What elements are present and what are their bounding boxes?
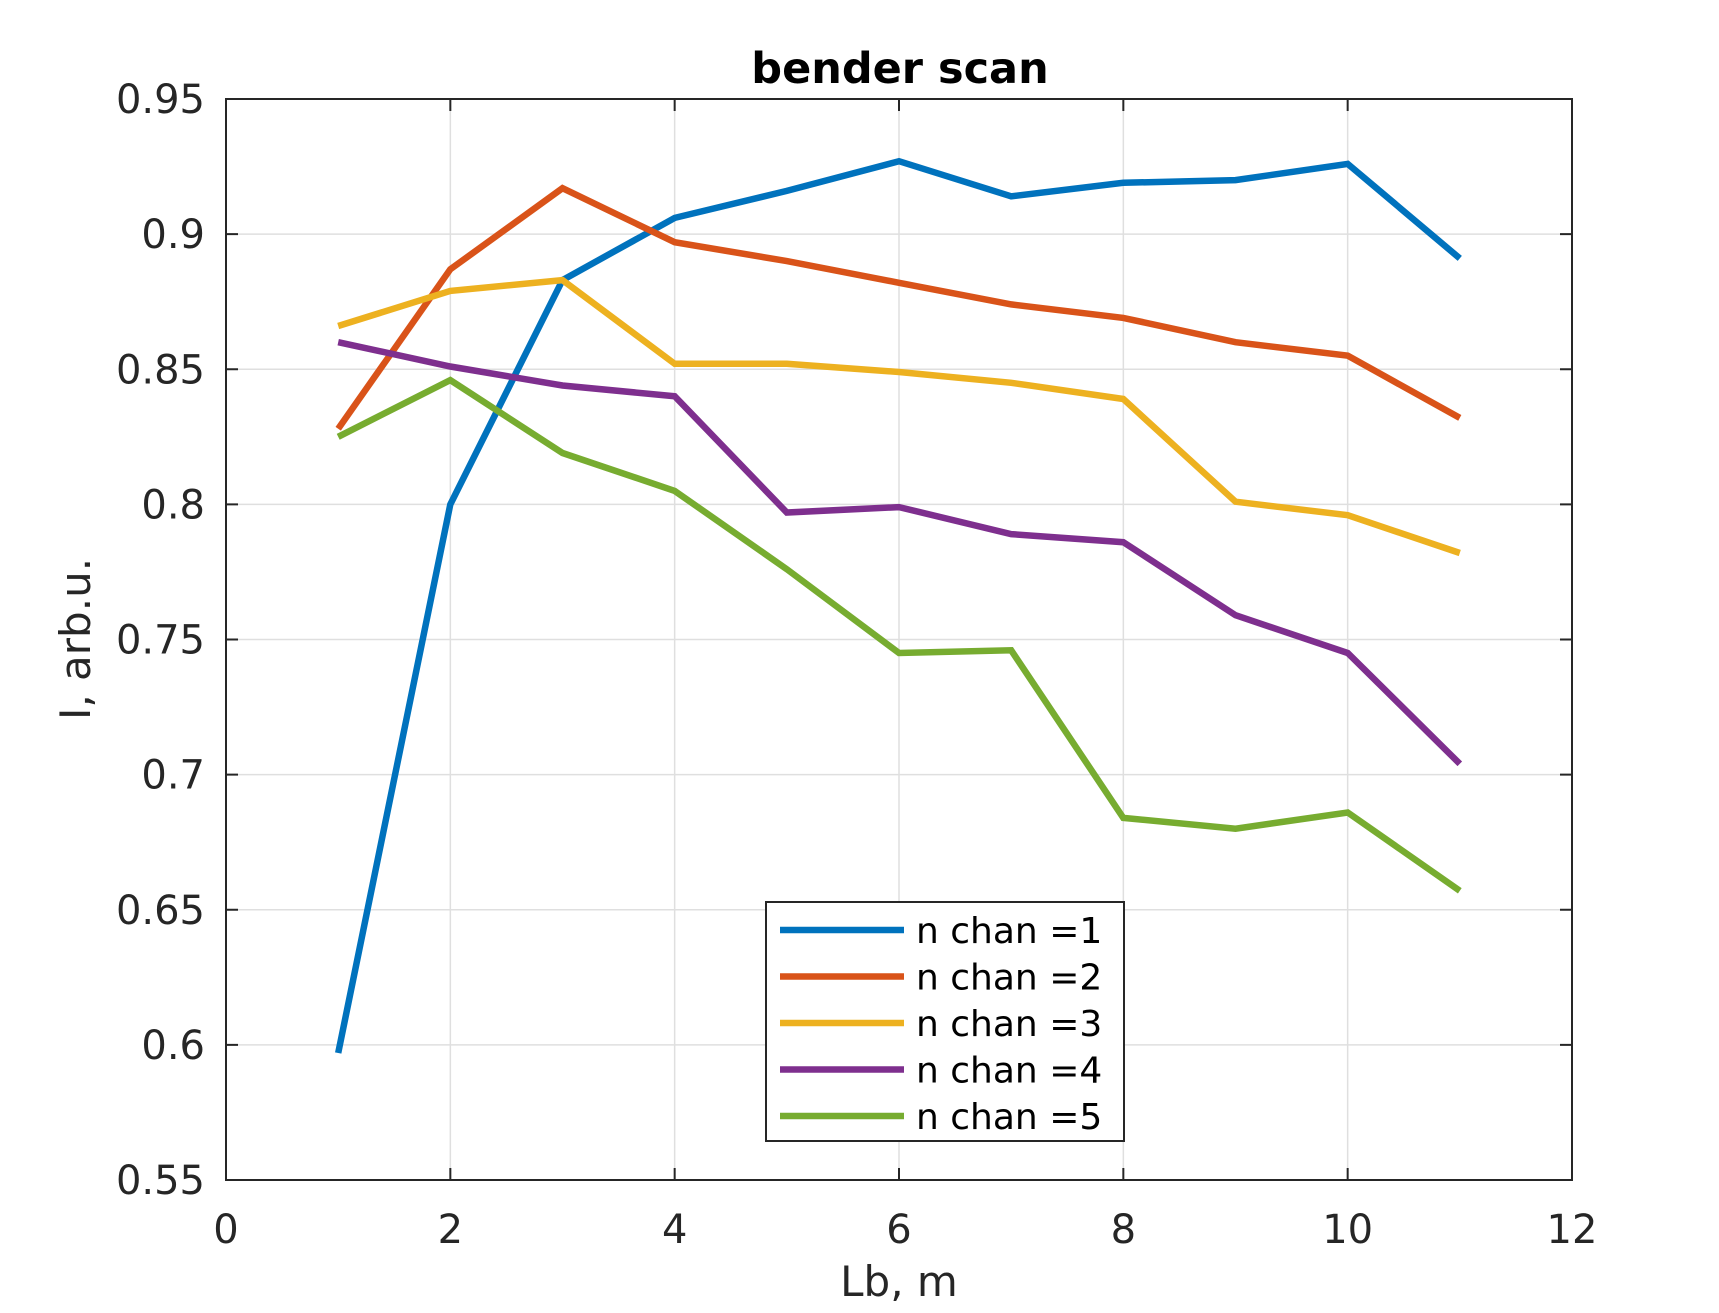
legend-label-2: n chan =2	[916, 958, 1102, 999]
y-tick-labels: 0.55 0.6 0.65 0.7 0.75 0.8 0.85 0.9 0.95	[116, 77, 205, 1204]
series-line-4	[337, 339, 1463, 767]
y-tick-label: 0.7	[141, 753, 205, 799]
y-tick-label: 0.75	[116, 618, 205, 664]
y-tick-label: 0.55	[116, 1158, 205, 1204]
x-tick-label: 6	[886, 1207, 911, 1253]
y-tick-label: 0.6	[141, 1023, 205, 1069]
x-tick-labels: 0 2 4 6 8 10 12	[213, 1207, 1597, 1253]
series-line-5	[336, 376, 1462, 894]
y-axis-label: I, arb.u.	[51, 558, 100, 720]
legend-label-5: n chan =5	[916, 1097, 1102, 1138]
series-line-3	[337, 276, 1461, 557]
series-line-2	[335, 184, 1462, 431]
plot-lines	[335, 157, 1463, 1054]
legend-label-4: n chan =4	[916, 1051, 1102, 1092]
y-tick-label: 0.8	[141, 482, 205, 528]
x-tick-label: 2	[438, 1207, 463, 1253]
series-line-1	[335, 157, 1462, 1054]
x-tick-label: 4	[662, 1207, 687, 1253]
y-tick-label: 0.9	[141, 212, 205, 258]
chart-title: bender scan	[751, 44, 1048, 94]
legend-label-3: n chan =3	[916, 1004, 1102, 1045]
x-tick-label: 8	[1111, 1207, 1136, 1253]
x-axis-label: Lb, m	[840, 1257, 958, 1306]
y-tick-label: 0.95	[116, 77, 205, 123]
x-tick-label: 12	[1547, 1207, 1598, 1253]
y-tick-label: 0.85	[116, 347, 205, 393]
x-tick-label: 0	[213, 1207, 238, 1253]
y-tick-label: 0.65	[116, 888, 205, 934]
legend-label-1: n chan =1	[916, 911, 1102, 952]
legend: n chan =1 n chan =2 n chan =3 n chan =4 n ch…	[765, 901, 1125, 1142]
x-tick-label: 10	[1322, 1207, 1373, 1253]
plot-area-frame	[225, 98, 1573, 1181]
